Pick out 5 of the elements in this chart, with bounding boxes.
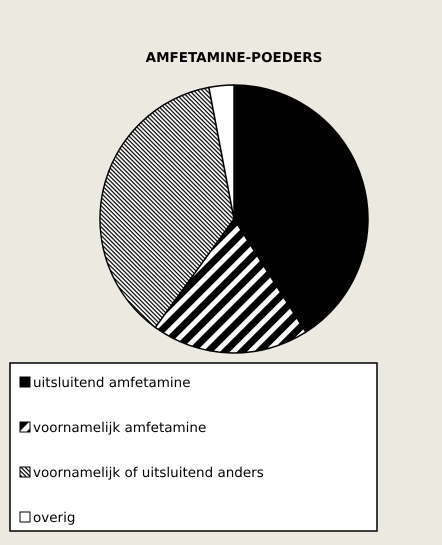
legend-label: voornamelijk amfetamine	[33, 420, 206, 436]
legend-label: uitsluitend amfetamine	[33, 375, 191, 391]
legend-label: voornamelijk of uitsluitend anders	[33, 465, 264, 481]
legend-label: overig	[33, 510, 76, 526]
chart-title: AMFETAMINE-POEDERS	[146, 50, 322, 66]
